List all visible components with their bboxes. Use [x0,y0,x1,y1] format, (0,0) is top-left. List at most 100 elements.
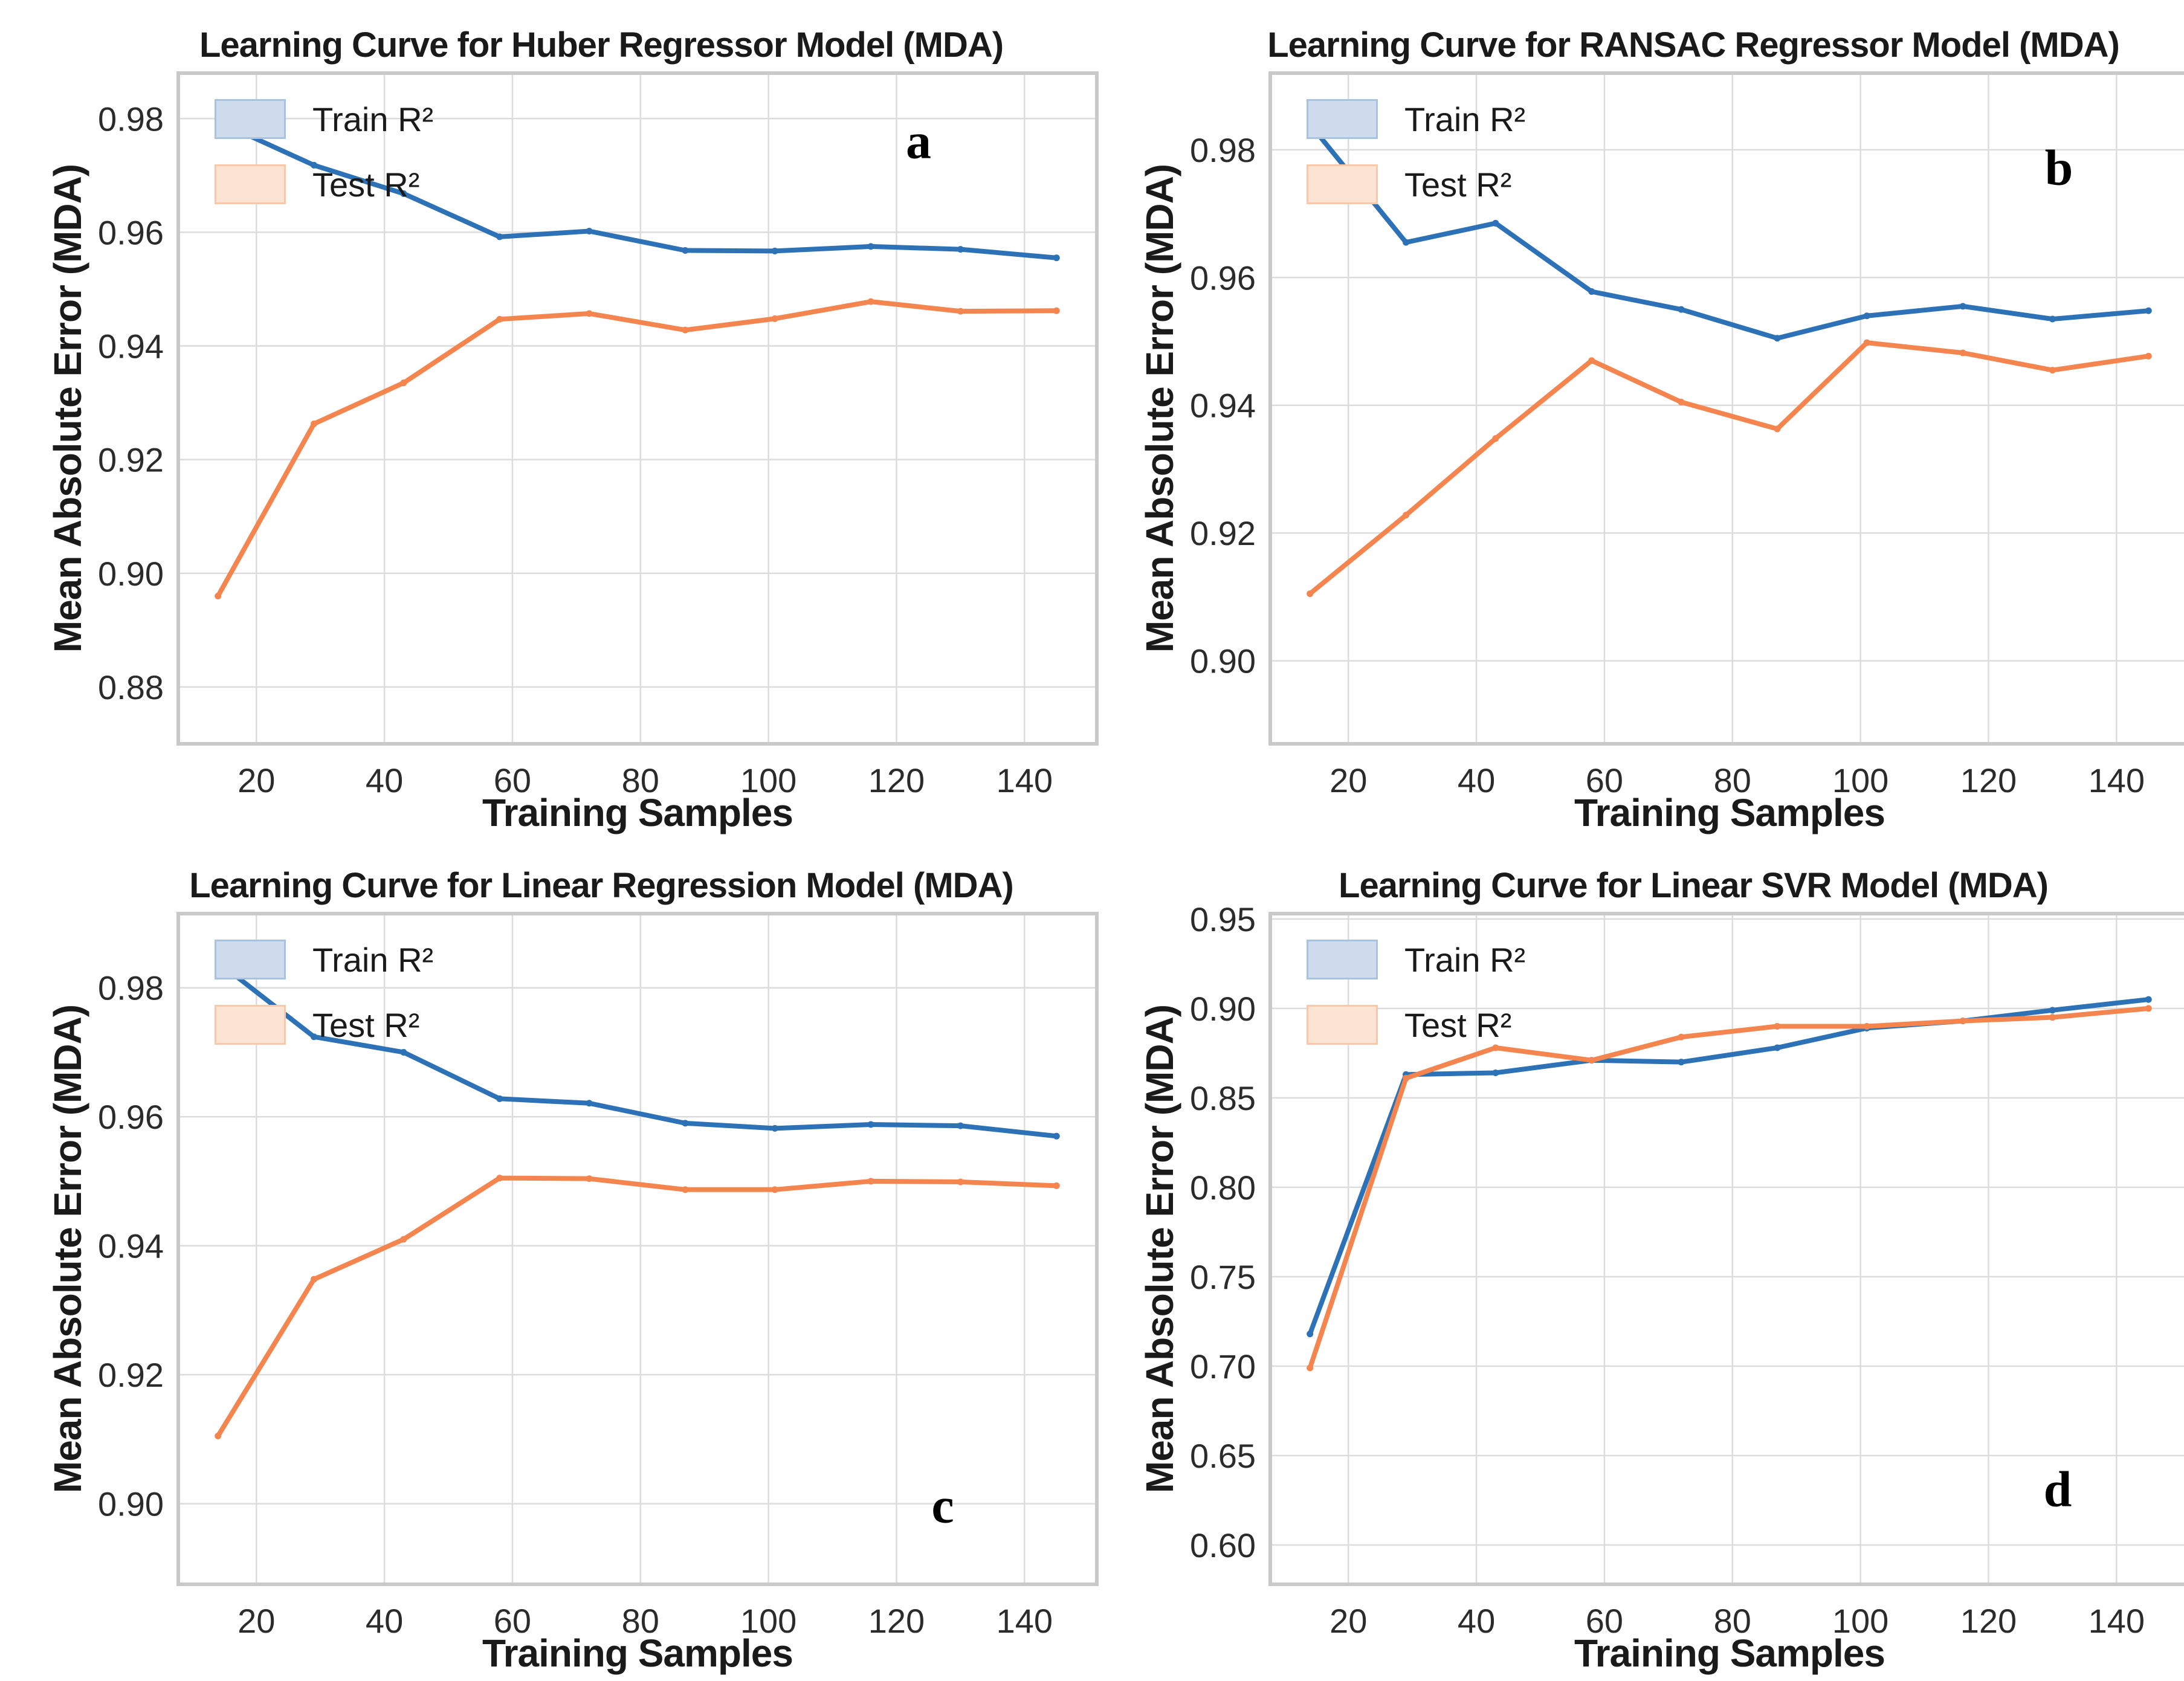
x-tick-label: 100 [1832,1602,1888,1640]
y-tick-label: 0.70 [1190,1347,1256,1386]
test-data-point [496,315,503,323]
y-tick-label: 0.65 [1190,1437,1256,1475]
x-tick-label: 40 [366,761,403,799]
x-tick-label: 60 [1586,1602,1623,1640]
x-tick-label: 20 [1329,1602,1367,1640]
x-tick-label: 40 [1458,1602,1495,1640]
test-data-point [2049,367,2056,374]
test-data-point [771,1186,778,1193]
y-tick-label: 0.60 [1190,1526,1256,1564]
x-tick-label: 40 [1458,761,1495,799]
test-line [215,299,1059,599]
y-tick-label: 0.96 [1190,259,1256,297]
y-tick-label: 0.96 [98,1098,164,1136]
plot-border [176,71,1099,746]
y-tick-label: 0.96 [98,213,164,251]
test-legend-swatch [215,1005,286,1045]
panel-letter: c [931,1477,954,1534]
train-data-point [1863,312,1870,320]
train-data-point [496,233,503,240]
legend-row-train: Train R² [215,99,433,139]
test-legend-label: Test R² [312,165,420,204]
test-data-point [1307,590,1314,598]
x-tick-label: 120 [868,1602,925,1640]
test-data-point [867,298,874,305]
legend: Train R² Test R² [215,940,433,1070]
test-legend-label: Test R² [312,1005,420,1044]
test-legend-swatch [215,164,286,204]
train-data-point [1403,239,1410,246]
y-tick-label: 0.80 [1190,1169,1256,1207]
train-data-point [2145,996,2152,1003]
x-tick-label: 80 [1714,761,1751,799]
train-data-point [1307,1331,1314,1338]
legend-row-train: Train R² [1307,99,1525,139]
test-data-point [2145,1005,2152,1012]
y-tick-label: 0.98 [98,100,164,138]
panel-letter: a [906,113,931,170]
y-tick-label: 0.94 [1190,387,1256,425]
test-data-point [957,1178,964,1186]
x-tick-label: 80 [622,1602,659,1640]
train-data-point [400,1048,407,1056]
train-data-point [771,247,778,254]
test-data-point [311,1276,318,1283]
train-data-point [1492,219,1499,227]
chart-title: Learning Curve for Linear SVR Model (MDA… [1339,866,2049,905]
test-data-point [1492,1044,1499,1051]
chart-title: Learning Curve for Linear Regression Mod… [189,866,1014,905]
x-tick-label: 140 [2089,1602,2145,1640]
y-tick-label: 0.94 [98,327,164,366]
test-legend-label: Test R² [1404,165,1512,204]
test-data-point [682,326,689,334]
test-data-point [2145,352,2152,360]
x-tick-label: 100 [740,761,796,799]
plot-border [176,912,1099,1586]
x-tick-label: 20 [237,1602,275,1640]
y-axis-label: Mean Absolute Error (MDA) [46,164,89,653]
x-tick-label: 80 [1714,1602,1751,1640]
panel-linear-regression: 20 40 60 80 100 120 140 0.90 0.92 0.94 0.96 0.98 Le… [24,850,1116,1681]
x-axis-label: Training Samples [482,1631,793,1675]
test-data-point [1307,1364,1314,1372]
y-tick-label: 0.90 [1190,990,1256,1028]
test-line [1307,340,2151,596]
train-legend-swatch [1307,940,1378,979]
plot-area: 20 40 60 80 100 120 140 0.60 0.65 0.70 0.75 0.80 0.8… [1190,900,2184,1640]
train-line [1307,997,2151,1337]
train-data-point [1774,1044,1781,1051]
legend-row-test: Test R² [215,1005,433,1045]
train-data-point [2145,307,2152,314]
y-tick-label: 0.92 [98,1356,164,1394]
y-tick-label: 0.98 [98,969,164,1007]
test-legend-swatch [1307,1005,1378,1045]
train-legend-swatch [215,99,286,139]
legend-row-test: Test R² [1307,164,1525,204]
test-data-point [2049,1014,2056,1021]
train-legend-label: Train R² [312,100,434,138]
y-tick-label: 0.98 [1190,131,1256,169]
test-data-point [1959,349,1966,357]
y-tick-label: 0.88 [98,668,164,706]
legend-row-train: Train R² [215,940,433,979]
x-tick-label: 100 [1832,761,1888,799]
train-data-point [586,1100,593,1107]
y-tick-label: 0.90 [98,555,164,593]
panel-ransac: 20 40 60 80 100 120 140 0.90 0.92 0.94 0.96 0.98 Le… [1116,10,2184,850]
legend-row-test: Test R² [215,164,433,204]
legend-row-test: Test R² [1307,1005,1525,1045]
test-legend-swatch [1307,164,1378,204]
x-tick-label: 20 [1329,761,1367,799]
train-data-point [400,190,407,197]
test-line [1307,1005,2151,1370]
test-data-point [1678,1033,1685,1041]
train-data-point [2049,1007,2056,1014]
x-tick-label: 140 [997,1602,1053,1640]
train-data-point [1492,1069,1499,1076]
x-tick-label: 40 [366,1602,403,1640]
train-data-point [1959,303,1966,310]
test-data-point [1959,1018,1966,1025]
y-axis-label: Mean Absolute Error (MDA) [46,1004,89,1494]
test-data-point [1678,398,1685,405]
panel-letter: d [2043,1461,2072,1518]
